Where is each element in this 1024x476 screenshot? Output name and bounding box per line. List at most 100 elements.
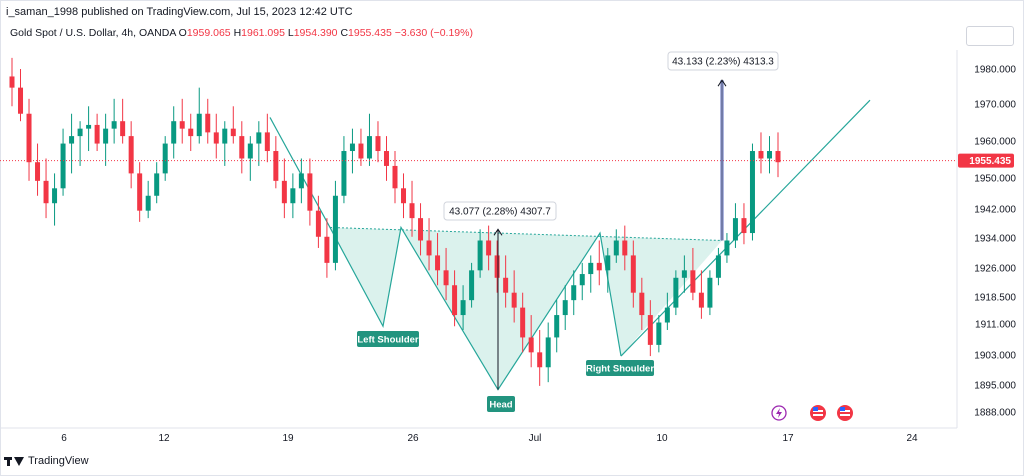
candle-body — [622, 240, 628, 256]
candle-body — [239, 136, 245, 159]
head-label-tag — [487, 396, 515, 412]
candle-body — [256, 132, 262, 144]
head-measure-arrow — [493, 228, 503, 236]
neckline — [329, 226, 723, 241]
y-tick-label: 1926.000 — [974, 264, 1016, 275]
candle-body — [775, 151, 781, 163]
x-tick-label: 19 — [282, 433, 294, 444]
footer-brand-label: TradingView — [28, 455, 89, 467]
candle-body — [196, 113, 202, 137]
candle-body — [35, 162, 41, 181]
candle-body — [154, 173, 160, 196]
low-label: L — [287, 27, 294, 39]
candle-body — [469, 270, 475, 301]
candle-body — [264, 132, 270, 152]
candle-body — [766, 151, 772, 159]
candle-body — [418, 218, 424, 241]
x-tick-label: Jul — [529, 433, 542, 444]
candle-body — [477, 240, 483, 271]
y-tick-label: 1888.000 — [974, 408, 1016, 419]
chart-settings-box[interactable] — [966, 26, 1014, 46]
candle-body — [103, 128, 109, 144]
candle-body — [409, 203, 415, 219]
candle-body — [554, 315, 560, 338]
candle-body — [324, 236, 330, 263]
candle-body — [426, 240, 432, 256]
candle-body — [741, 218, 747, 234]
x-tick-label: 10 — [656, 433, 668, 444]
y-tick-label: 1942.000 — [974, 205, 1016, 216]
x-tick-label: 17 — [782, 433, 794, 444]
us-flag-canton — [840, 407, 845, 411]
candle-body — [681, 270, 687, 278]
candle-body — [230, 128, 236, 137]
candle-body — [358, 143, 364, 159]
candle-body — [26, 113, 32, 163]
y-tick-label: 1903.000 — [974, 351, 1016, 362]
publisher-line: i_saman_1998 published on TradingView.co… — [6, 6, 353, 18]
candle-body — [86, 124, 92, 129]
y-tick-label: 1934.000 — [974, 234, 1016, 245]
symbol-legend: Gold Spot / U.S. Dollar, 4h, OANDA O1959… — [10, 27, 473, 39]
candle-body — [732, 218, 738, 241]
candle-body — [290, 188, 296, 204]
candle-body — [537, 352, 543, 368]
high-label: H — [233, 27, 242, 39]
pattern-fill — [330, 227, 722, 390]
candle-body — [715, 255, 721, 278]
candle-body — [60, 143, 66, 189]
y-tick-label: 1970.000 — [974, 100, 1016, 111]
candle-body — [273, 151, 279, 181]
x-tick-label: 12 — [158, 433, 170, 444]
candle-body — [596, 262, 602, 271]
candle-body — [52, 188, 58, 204]
candle-body — [724, 240, 730, 256]
close-label: C — [340, 27, 349, 39]
candle-body — [435, 255, 441, 271]
candle-body — [605, 255, 611, 271]
candle-body — [222, 128, 228, 144]
candle-body — [443, 270, 449, 286]
candle-body — [349, 143, 355, 152]
candle-body — [298, 173, 304, 189]
candle-body — [188, 128, 194, 137]
change-value: −3.630 (−0.19%) — [394, 27, 473, 39]
y-tick-label: 1895.000 — [974, 381, 1016, 392]
candle-body — [307, 173, 313, 211]
breakout-measure-band — [720, 80, 724, 241]
candle-body — [486, 240, 492, 256]
candle-body — [656, 322, 662, 345]
candle-body — [162, 143, 168, 174]
tradingview-logo-icon — [4, 456, 24, 466]
head-measure-label-box — [443, 201, 557, 221]
last-price-badge — [958, 153, 1014, 168]
candle-body — [571, 285, 577, 301]
breakout-measure-label-box — [667, 51, 779, 71]
candle-body — [690, 270, 696, 293]
last-price-label: 1955.435 — [969, 156, 1011, 167]
candle-body — [366, 136, 372, 159]
candle-body — [452, 285, 458, 316]
head-measure-label: 43.077 (2.28%) 4307.7 — [449, 207, 551, 218]
candle-body — [77, 128, 83, 137]
us-flag-stripe — [813, 414, 823, 416]
breakout-measure-arrow — [717, 79, 727, 87]
candle-body — [749, 151, 755, 234]
candle-body — [664, 307, 670, 323]
candle-body — [588, 262, 594, 275]
candle-body — [213, 132, 219, 144]
us-flag-stripe — [840, 414, 850, 416]
y-tick-label: 1911.000 — [975, 320, 1016, 331]
candle-body — [698, 292, 704, 308]
candle-body — [494, 255, 500, 278]
open-label: O — [178, 27, 187, 39]
candle-body — [94, 124, 100, 144]
candle-body — [639, 292, 645, 316]
candle-body — [128, 136, 134, 174]
candle-body — [315, 210, 321, 237]
candle-body — [401, 188, 407, 204]
x-tick-label: 6 — [61, 433, 67, 444]
candle-body — [18, 87, 24, 114]
candle-body — [205, 113, 211, 133]
